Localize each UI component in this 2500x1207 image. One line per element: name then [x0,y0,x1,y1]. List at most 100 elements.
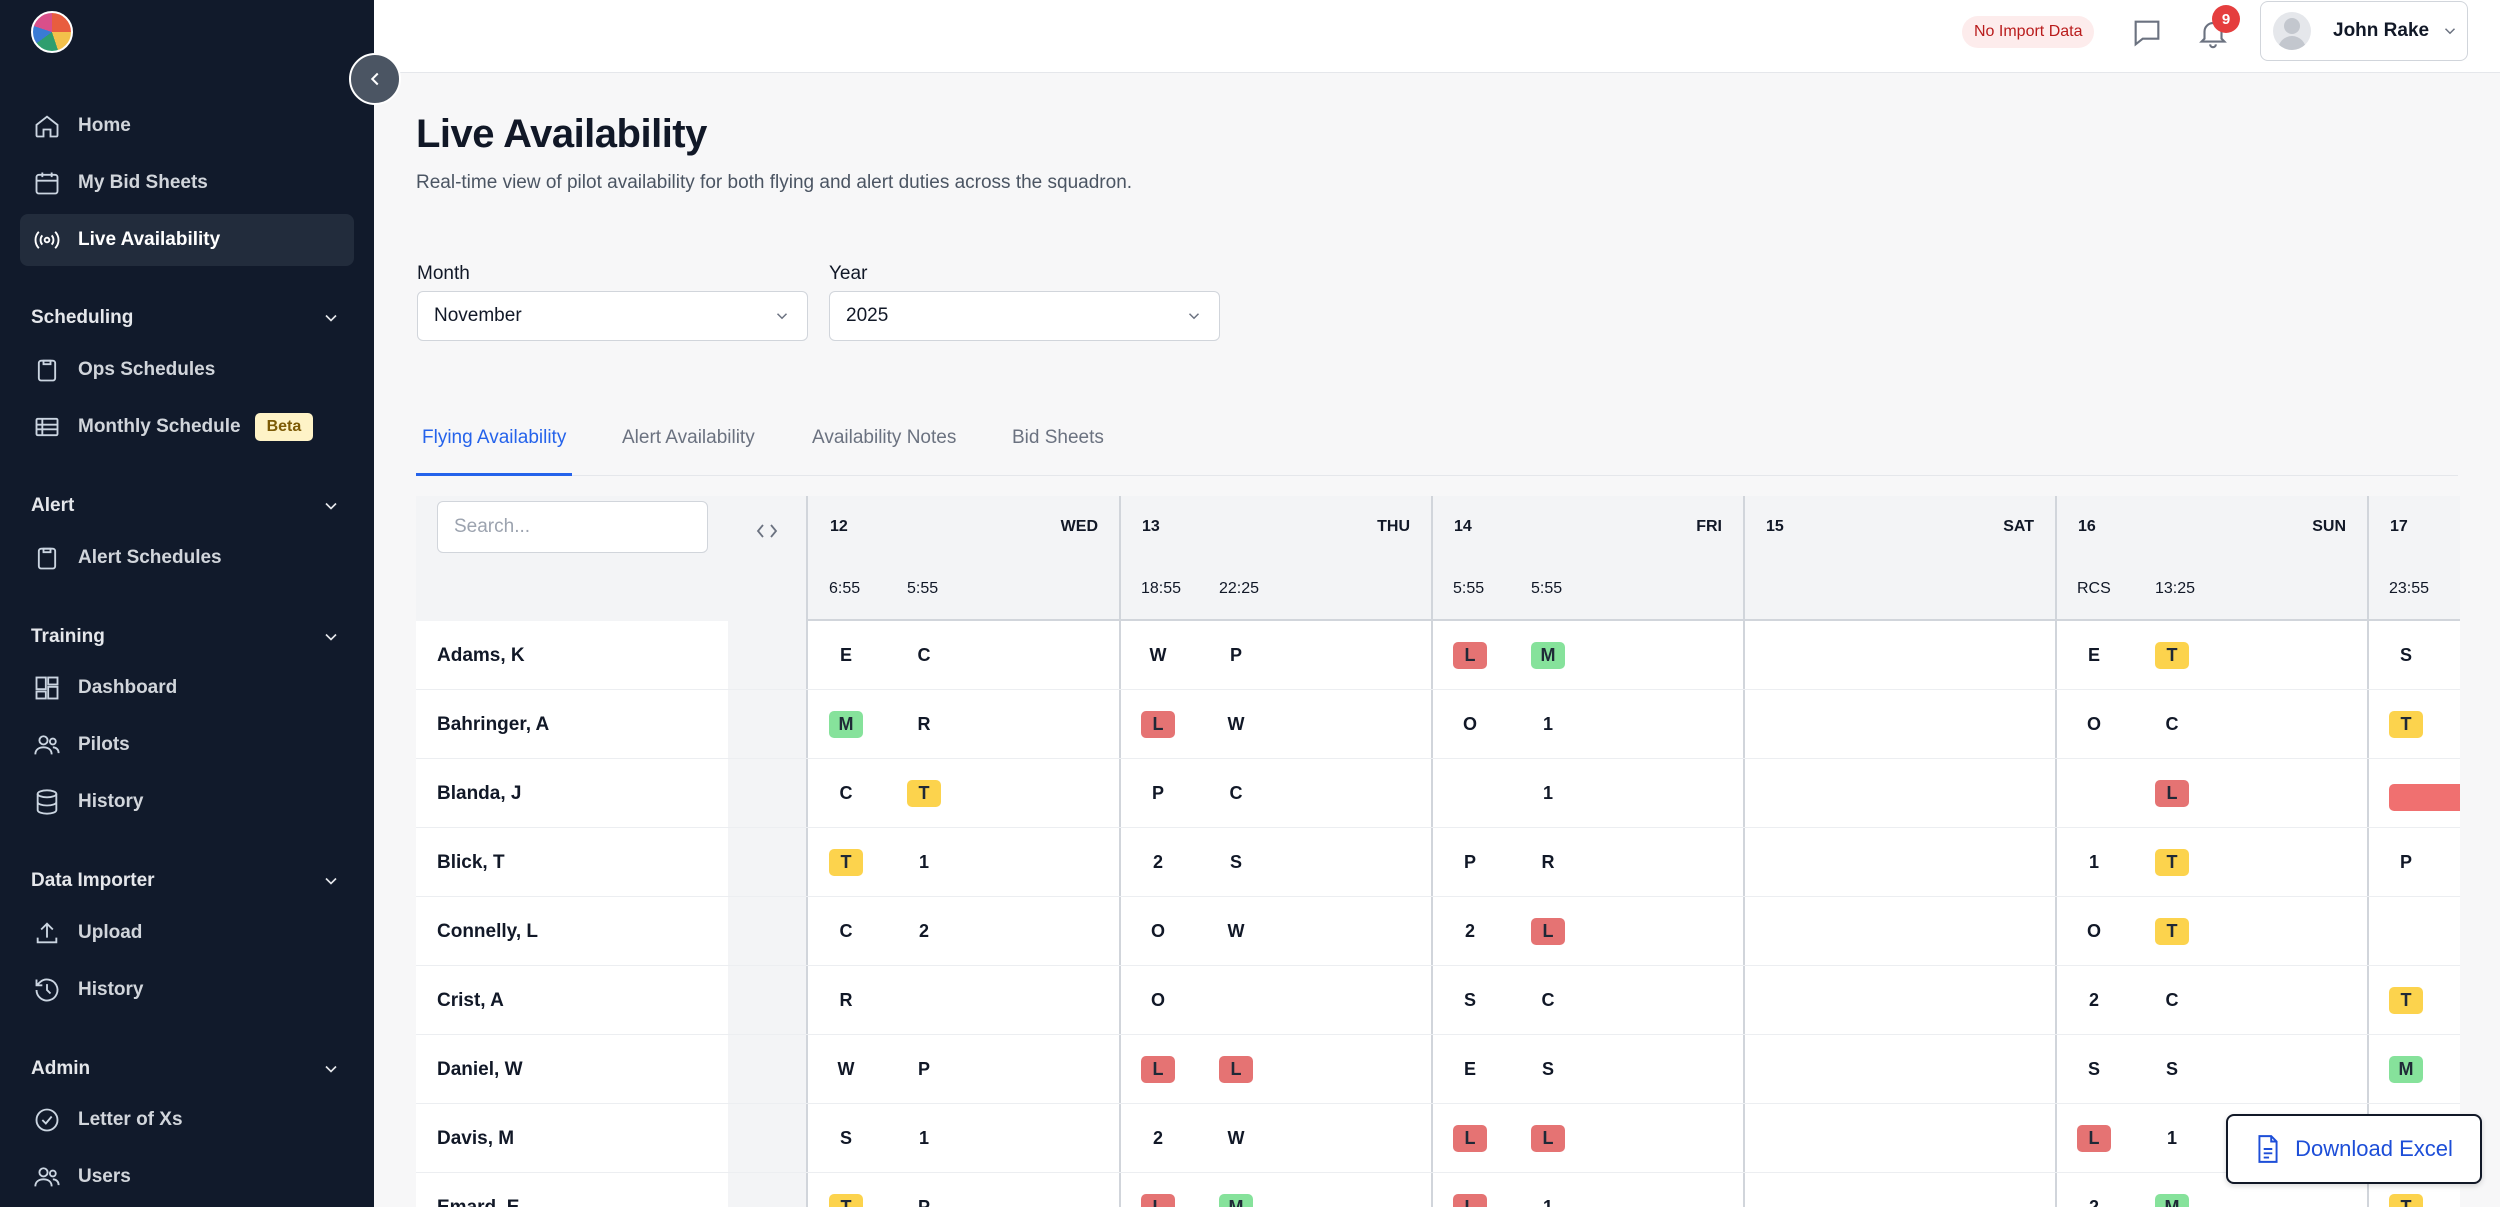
availability-cell[interactable]: 2 [1152,1128,1163,1148]
sidebar-item-users[interactable]: Users [20,1151,354,1203]
availability-cell[interactable]: T [2386,690,2426,759]
availability-cell[interactable]: W [1227,1128,1245,1148]
availability-cell[interactable]: S [2399,645,2412,665]
availability-cell[interactable]: L [1450,1173,1490,1207]
availability-cell[interactable]: S [839,1128,852,1148]
section-training[interactable]: Training [31,622,341,652]
availability-cell[interactable]: W [1227,921,1245,941]
availability-cell[interactable]: L [1450,1104,1490,1173]
availability-cell[interactable]: P [917,1059,930,1079]
availability-cell[interactable]: M [1216,1173,1256,1207]
expand-collapse-icon[interactable] [755,521,779,546]
app-logo[interactable] [31,11,73,53]
availability-cell[interactable]: P [1151,783,1164,803]
user-menu[interactable]: John Rake [2260,1,2468,61]
availability-cell[interactable]: O [1150,990,1165,1010]
availability-cell[interactable]: L [1138,1173,1178,1207]
tab-availability-notes[interactable]: Availability Notes [812,427,957,448]
availability-cell[interactable]: 1 [1542,783,1553,803]
availability-cell[interactable]: O [2086,921,2101,941]
section-scheduling[interactable]: Scheduling [31,303,341,333]
sidebar-item-training-history[interactable]: History [20,776,354,828]
collapse-sidebar-button[interactable] [349,53,401,105]
availability-cell[interactable]: P [2399,852,2412,872]
sidebar-item-monthly-schedule[interactable]: Monthly Schedule Beta [20,401,354,453]
availability-cell[interactable]: C [917,645,931,665]
availability-cell[interactable]: O [1462,714,1477,734]
sidebar-item-dashboard[interactable]: Dashboard [20,662,354,714]
availability-cell[interactable]: S [1541,1059,1554,1079]
pilot-name[interactable]: Bahringer, A [437,713,550,735]
section-alert[interactable]: Alert [31,491,341,521]
sidebar-item-letter-of-xs[interactable]: Letter of Xs [20,1094,354,1146]
sidebar-item-home[interactable]: Home [20,100,354,152]
availability-cell[interactable]: L [1138,690,1178,759]
availability-cell[interactable]: 1 [2166,1128,2177,1148]
availability-cell[interactable]: L [2152,759,2192,828]
availability-cell[interactable]: L [1138,1035,1178,1104]
sidebar-item-my-bid-sheets[interactable]: My Bid Sheets [20,157,354,209]
availability-cell[interactable]: 2 [2088,1197,2099,1207]
download-excel-button[interactable]: Download Excel [2226,1114,2482,1184]
pilot-name[interactable]: Adams, K [437,644,525,666]
availability-cell[interactable]: C [839,921,853,941]
sidebar-item-upload[interactable]: Upload [20,907,354,959]
availability-cell[interactable]: M [1528,621,1568,690]
availability-cell[interactable]: O [1150,921,1165,941]
availability-cell[interactable]: R [917,714,931,734]
availability-cell[interactable]: L [1528,897,1568,966]
availability-cell[interactable]: T [2386,966,2426,1035]
availability-cell[interactable]: C [1229,783,1243,803]
availability-cell[interactable]: L [2074,1104,2114,1173]
availability-cell[interactable]: T [2386,1173,2426,1207]
availability-cell[interactable]: W [1227,714,1245,734]
availability-cell[interactable]: C [2165,990,2179,1010]
year-select[interactable]: 2025 [829,291,1220,341]
month-select[interactable]: November [417,291,808,341]
pilot-name[interactable]: Blick, T [437,851,505,873]
leave-bar[interactable] [2389,784,2460,811]
availability-cell[interactable]: W [1149,645,1167,665]
availability-cell[interactable]: M [826,690,866,759]
availability-cell[interactable]: O [2086,714,2101,734]
availability-cell[interactable]: L [1216,1035,1256,1104]
availability-cell[interactable]: P [917,1197,930,1207]
tab-flying-availability[interactable]: Flying Availability [416,414,573,476]
sidebar-item-ops-schedules[interactable]: Ops Schedules [20,344,354,396]
availability-cell[interactable]: M [2152,1173,2192,1207]
pilot-name[interactable]: Davis, M [437,1127,515,1149]
tab-bid-sheets[interactable]: Bid Sheets [1012,427,1104,448]
availability-cell[interactable]: S [1229,852,1242,872]
availability-cell[interactable]: 2 [918,921,929,941]
pilot-name[interactable]: Daniel, W [437,1058,523,1080]
availability-cell[interactable]: 1 [2088,852,2099,872]
tab-alert-availability[interactable]: Alert Availability [622,427,755,448]
availability-cell[interactable]: 2 [1464,921,1475,941]
section-data-importer[interactable]: Data Importer [31,866,341,896]
availability-cell[interactable]: 1 [1542,1197,1553,1207]
availability-cell[interactable]: R [1541,852,1555,872]
availability-cell[interactable]: T [826,1173,866,1207]
availability-cell[interactable]: T [904,759,944,828]
availability-cell[interactable]: M [2386,1035,2426,1104]
sidebar-item-pilots[interactable]: Pilots [20,719,354,771]
availability-cell[interactable]: T [826,828,866,897]
availability-cell[interactable]: C [1541,990,1555,1010]
availability-cell[interactable]: L [1528,1104,1568,1173]
availability-cell[interactable]: W [837,1059,855,1079]
pilot-name[interactable]: Crist, A [437,989,504,1011]
availability-cell[interactable]: E [839,645,852,665]
availability-cell[interactable]: 2 [1152,852,1163,872]
availability-cell[interactable]: R [839,990,853,1010]
availability-cell[interactable]: S [2165,1059,2178,1079]
section-admin[interactable]: Admin [31,1054,341,1084]
availability-cell[interactable]: T [2152,897,2192,966]
sidebar-item-alert-schedules[interactable]: Alert Schedules [20,532,354,584]
availability-cell[interactable]: E [2087,645,2100,665]
availability-cell[interactable]: P [1229,645,1242,665]
availability-cell[interactable]: 1 [1542,714,1553,734]
pilot-name[interactable]: Blanda, J [437,782,522,804]
availability-cell[interactable]: 1 [918,852,929,872]
sidebar-item-import-history[interactable]: History [20,964,354,1016]
search-input[interactable]: Search... [437,501,708,553]
